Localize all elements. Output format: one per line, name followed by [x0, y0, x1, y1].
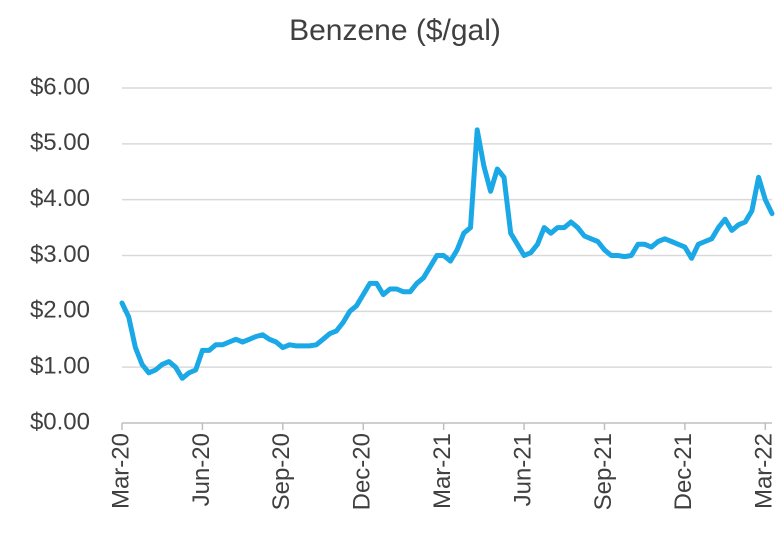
y-tick-label: $2.00	[30, 297, 90, 324]
x-tick-label: Mar-21	[429, 433, 456, 509]
y-tick-label: $0.00	[30, 408, 90, 435]
y-tick-label: $4.00	[30, 185, 90, 212]
x-tick-label: Jun-21	[509, 433, 536, 506]
x-tick-label: Sep-20	[268, 433, 295, 510]
x-tick-label: Mar-22	[751, 433, 778, 509]
x-tick-label: Mar-20	[107, 433, 134, 509]
x-tick-label: Dec-21	[670, 433, 697, 510]
y-tick-label: $5.00	[30, 129, 90, 156]
x-tick-label: Sep-21	[590, 433, 617, 510]
chart-title: Benzene ($/gal)	[289, 14, 501, 47]
y-tick-label: $6.00	[30, 73, 90, 100]
y-tick-label: $1.00	[30, 353, 90, 380]
y-tick-label: $3.00	[30, 241, 90, 268]
x-tick-label: Dec-20	[349, 433, 376, 510]
line	[119, 127, 775, 381]
x-tick-label: Jun-20	[188, 433, 215, 506]
